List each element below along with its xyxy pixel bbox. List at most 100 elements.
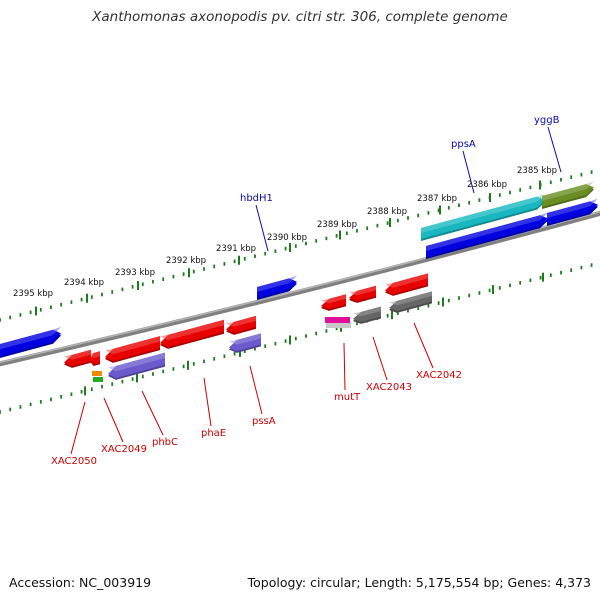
scale-label: 2386 kbp [467,180,507,190]
reverse-track-minor-tick [19,405,22,409]
forward-track-minor-tick [509,190,511,195]
gene-blue-left[interactable] [0,326,61,358]
reverse-track-minor-tick [0,410,1,414]
reverse-track-minor-tick [274,341,277,346]
gene-XAC2043[interactable] [349,285,376,303]
reverse-track-minor-tick [192,362,195,366]
forward-track-minor-tick [458,203,460,208]
forward-track-minor-tick [60,302,63,307]
gene-label-hbdH1[interactable]: hbdH1 [240,193,273,204]
gene-XAC2049[interactable] [90,351,100,367]
genome-title: Xanthomonas axonopodis pv. citri str. 30… [92,9,508,25]
gene-label-ppsA[interactable]: ppsA [451,139,476,150]
reverse-track-minor-tick [294,336,297,341]
gene-label-XAC2049[interactable]: XAC2049 [101,444,147,455]
forward-track-minor-tick [580,172,583,177]
reverse-track-minor-tick [468,293,471,298]
forward-track-major-tick [389,218,391,227]
forward-track-minor-tick [152,279,154,284]
gene-blue-right[interactable] [547,198,598,226]
forward-track-major-tick [339,230,341,240]
gene-XAC2050[interactable] [64,349,91,368]
reverse-track-minor-tick [427,303,430,308]
gene-phbC[interactable] [105,336,160,363]
gene-pssA-product[interactable] [229,333,261,353]
reverse-track-minor-tick [315,331,318,336]
scale-label: 2385 kbp [517,166,557,176]
forward-track-minor-tick [274,249,277,253]
forward-track-minor-tick [233,259,236,264]
forward-track-minor-tick [335,234,338,238]
gene-mutT-block-magenta[interactable] [325,317,350,323]
reverse-track-minor-tick [243,349,246,354]
reverse-track-minor-tick [549,273,552,278]
reverse-track-minor-tick [498,286,501,290]
scale-label: 2389 kbp [317,220,357,230]
reverse-track-minor-tick [560,270,562,275]
genome-backbone [0,210,600,367]
reverse-track-minor-tick [458,296,460,300]
forward-track-minor-tick [590,170,593,174]
leader-hbdH1 [255,204,269,252]
leader-XAC2050 [70,401,86,455]
gene-features [0,181,598,382]
reverse-track-minor-tick [356,321,358,326]
forward-track-minor-tick [192,269,195,274]
forward-track-major-tick [188,268,190,278]
gene-XAC2042-product[interactable] [389,291,432,313]
reverse-track-minor-tick [590,263,593,267]
reverse-track-minor-tick [254,346,256,351]
gene-phaE[interactable] [160,319,224,349]
leader-XAC2042 [413,322,434,369]
gene-mutT[interactable] [321,294,346,311]
reverse-track-minor-tick [141,374,144,379]
forward-track-minor-tick [39,308,42,312]
gene-phbC-product[interactable] [108,352,165,380]
scale-label: 2387 kbp [417,194,457,204]
gene-label-XAC2043[interactable]: XAC2043 [366,382,412,393]
rna-block-orange[interactable] [92,371,102,376]
forward-track-minor-tick [90,295,93,299]
reverse-track-minor-tick [417,306,420,310]
forward-track-minor-tick [9,315,12,320]
gene-label-XAC2042[interactable]: XAC2042 [416,370,462,381]
forward-track-minor-tick [417,213,420,218]
forward-track-minor-tick [498,193,501,197]
reverse-track-minor-tick [325,329,328,333]
rna-block-green[interactable] [93,377,103,382]
reverse-track-minor-tick [70,392,73,397]
gene-mutT-block-gray[interactable] [326,323,351,328]
gene-label-pssA[interactable]: pssA [252,416,276,427]
gene-XAC2042[interactable] [385,273,428,296]
tick-marks [0,170,593,414]
reverse-track-minor-tick [233,351,236,356]
forward-track-minor-tick [172,274,175,279]
reverse-track-minor-tick [284,339,287,343]
gene-pssA[interactable] [226,315,256,335]
reverse-track-minor-tick [437,301,440,305]
gene-label-phbC[interactable]: phbC [152,437,178,448]
reverse-track-minor-tick [529,278,532,283]
forward-track-minor-tick [376,223,379,228]
gene-label-mutT[interactable]: mutT [334,392,361,403]
leader-mutT [343,342,346,391]
gene-forward-blue[interactable] [426,212,548,259]
leader-yggB [547,126,562,173]
reverse-track-major-tick [391,310,393,320]
gene-label-phaE[interactable]: phaE [201,428,226,439]
scale-label: 2394 kbp [64,278,104,288]
gene-labels: hbdH1 ppsA yggB XAC2050 XAC2049 phbC pha… [51,115,560,467]
gene-XAC2043-product[interactable] [353,306,381,324]
gene-ppsA[interactable] [421,193,545,241]
gene-label-yggB[interactable]: yggB [534,115,560,126]
forward-track-minor-tick [111,290,114,294]
gene-label-XAC2050[interactable]: XAC2050 [51,456,97,467]
gene-hbdH1[interactable] [257,275,297,300]
forward-track-minor-tick [29,310,32,315]
genome-stats-text: Topology: circular; Length: 5,175,554 bp… [247,575,591,590]
forward-track-minor-tick [407,216,409,220]
reverse-track-minor-tick [101,384,103,389]
gene-yggB[interactable] [542,181,594,209]
forward-track-minor-tick [50,305,52,310]
forward-track-minor-tick [325,236,328,241]
